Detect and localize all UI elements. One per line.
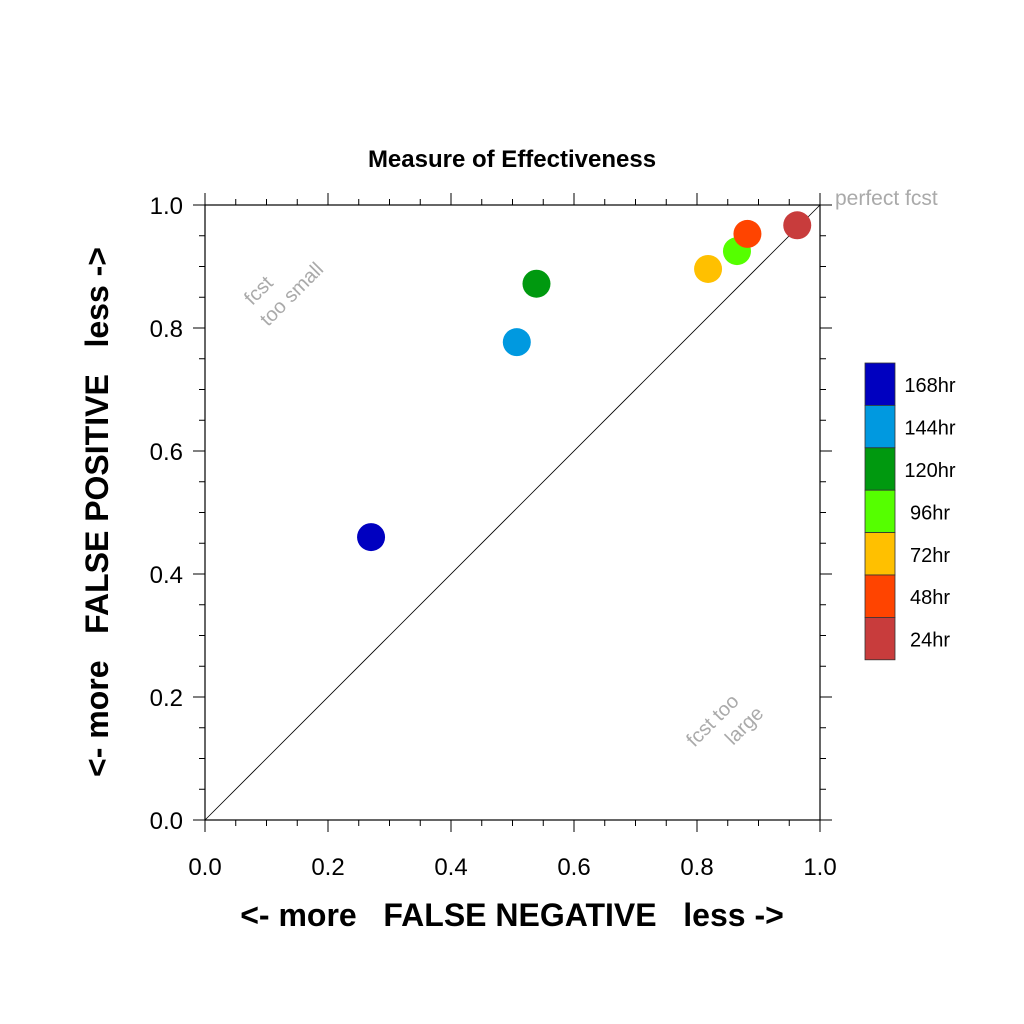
legend-swatch-168hr xyxy=(864,362,896,406)
annotation-too-small: fcst too small xyxy=(238,240,329,331)
y-tick-label: 0.4 xyxy=(150,562,183,589)
legend-label-72hr: 72hr xyxy=(910,545,950,567)
data-points xyxy=(357,211,812,552)
legend-label-48hr: 48hr xyxy=(910,587,950,609)
y-tick-label: 0.0 xyxy=(150,808,183,835)
data-point-168hr xyxy=(357,523,386,552)
data-point-120hr xyxy=(522,269,551,298)
legend-swatch-72hr xyxy=(864,532,896,576)
perfect-fcst-label: perfect fcst xyxy=(835,187,938,210)
y-tick-label: 0.6 xyxy=(150,439,183,466)
axis-ticks: 0.0 0.2 0.4 0.6 0.8 1.0 0.0 0.2 0.4 0.6 0.8 1.0 xyxy=(150,193,837,881)
x-tick-label: 1.0 xyxy=(803,854,836,881)
y-tick-label: 1.0 xyxy=(150,193,183,220)
legend-label-120hr: 120hr xyxy=(904,460,955,482)
x-tick-label: 0.6 xyxy=(557,854,590,881)
y-tick-label: 0.2 xyxy=(150,685,183,712)
legend-label-144hr: 144hr xyxy=(904,418,955,440)
x-tick-label: 0.4 xyxy=(434,854,467,881)
legend-label-24hr: 24hr xyxy=(910,630,950,652)
chart-title: Measure of Effectiveness xyxy=(368,146,656,173)
annotation-too-large: fcst too large xyxy=(682,684,768,770)
legend-swatch-144hr xyxy=(864,404,896,449)
legend-swatch-24hr xyxy=(864,617,896,661)
legend: 168hr 144hr 120hr 96hr 72hr 48hr 24hr xyxy=(864,362,956,661)
y-axis-label: <- more FALSE POSITIVE less -> xyxy=(79,247,115,777)
legend-label-96hr: 96hr xyxy=(910,502,950,524)
perfect-forecast-line xyxy=(204,204,821,821)
data-point-24hr xyxy=(783,211,812,240)
legend-swatch-48hr xyxy=(864,574,896,618)
reference-line-group xyxy=(204,204,821,821)
legend-swatch-96hr xyxy=(864,489,896,534)
x-tick-label: 0.8 xyxy=(680,854,713,881)
data-point-144hr xyxy=(502,328,531,357)
x-tick-label: 0.2 xyxy=(311,854,344,881)
y-tick-label: 0.8 xyxy=(150,316,183,343)
x-tick-label: 0.0 xyxy=(188,854,221,881)
data-point-48hr xyxy=(733,219,762,248)
x-axis-label: <- more FALSE NEGATIVE less -> xyxy=(240,897,784,933)
data-point-72hr xyxy=(694,254,723,283)
legend-swatch-120hr xyxy=(864,447,896,491)
legend-label-168hr: 168hr xyxy=(904,375,955,397)
